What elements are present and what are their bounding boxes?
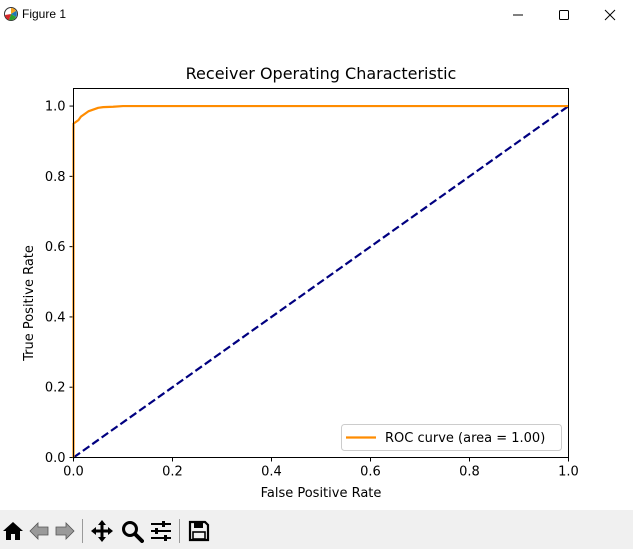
- maximize-button[interactable]: [541, 0, 587, 30]
- window-titlebar: Figure 1: [0, 0, 633, 30]
- maximize-icon: [559, 10, 569, 20]
- x-tick-label: 0.2: [162, 465, 183, 480]
- pan-button[interactable]: [89, 518, 115, 544]
- close-button[interactable]: [587, 0, 633, 30]
- y-tick-label: 0.2: [45, 381, 66, 396]
- x-tick-label: 1.0: [558, 465, 579, 480]
- x-tick-label: 0.8: [459, 465, 480, 480]
- figure-canvas[interactable]: Receiver Operating Characteristic False …: [0, 30, 633, 510]
- zoom-icon: [122, 521, 144, 543]
- y-axis-label: True Positive Rate: [22, 245, 37, 362]
- configure-subplots-icon: [151, 521, 171, 541]
- y-tick-label: 0.8: [45, 170, 66, 185]
- legend-label-roc: ROC curve (area = 1.00): [385, 431, 545, 446]
- save-button[interactable]: [186, 518, 212, 544]
- matplotlib-app-icon: [4, 7, 18, 21]
- back-icon: [29, 522, 49, 540]
- toolbar-separator: [82, 519, 83, 543]
- toolbar-separator: [179, 519, 180, 543]
- x-axis-label: False Positive Rate: [261, 486, 382, 501]
- forward-icon: [55, 522, 75, 540]
- home-button[interactable]: [0, 518, 26, 544]
- minimize-button[interactable]: [495, 0, 541, 30]
- chart-title: Receiver Operating Characteristic: [186, 64, 457, 83]
- configure-subplots-button[interactable]: [148, 518, 174, 544]
- close-icon: [604, 9, 616, 21]
- legend: ROC curve (area = 1.00): [341, 424, 562, 451]
- x-tick-label: 0.6: [360, 465, 381, 480]
- y-tick-label: 1.0: [45, 100, 66, 115]
- chance-diagonal-line: [72, 105, 570, 459]
- forward-button[interactable]: [52, 518, 78, 544]
- y-tick-label: 0.6: [45, 240, 66, 255]
- home-icon: [3, 522, 23, 540]
- navigation-toolbar: [0, 510, 633, 549]
- legend-box: [341, 424, 562, 451]
- x-tick-label: 0.4: [261, 465, 282, 480]
- minimize-icon: [513, 14, 523, 16]
- y-tick-label: 0.0: [45, 451, 66, 466]
- zoom-button[interactable]: [119, 518, 145, 544]
- window-title: Figure 1: [22, 7, 67, 21]
- plot-lines: [72, 104, 570, 459]
- pan-icon: [91, 520, 113, 542]
- save-icon: [188, 520, 210, 542]
- y-tick-label: 0.4: [45, 310, 66, 325]
- roc-chart: Receiver Operating Characteristic False …: [22, 64, 579, 501]
- back-button[interactable]: [26, 518, 52, 544]
- axes-frame: [73, 88, 569, 458]
- axis-ticks: 0.0 0.2 0.4 0.6 0.8 1.0 0.0 0.2 0.4 0.6 0.8 1.0: [45, 100, 579, 480]
- x-tick-label: 0.0: [63, 465, 84, 480]
